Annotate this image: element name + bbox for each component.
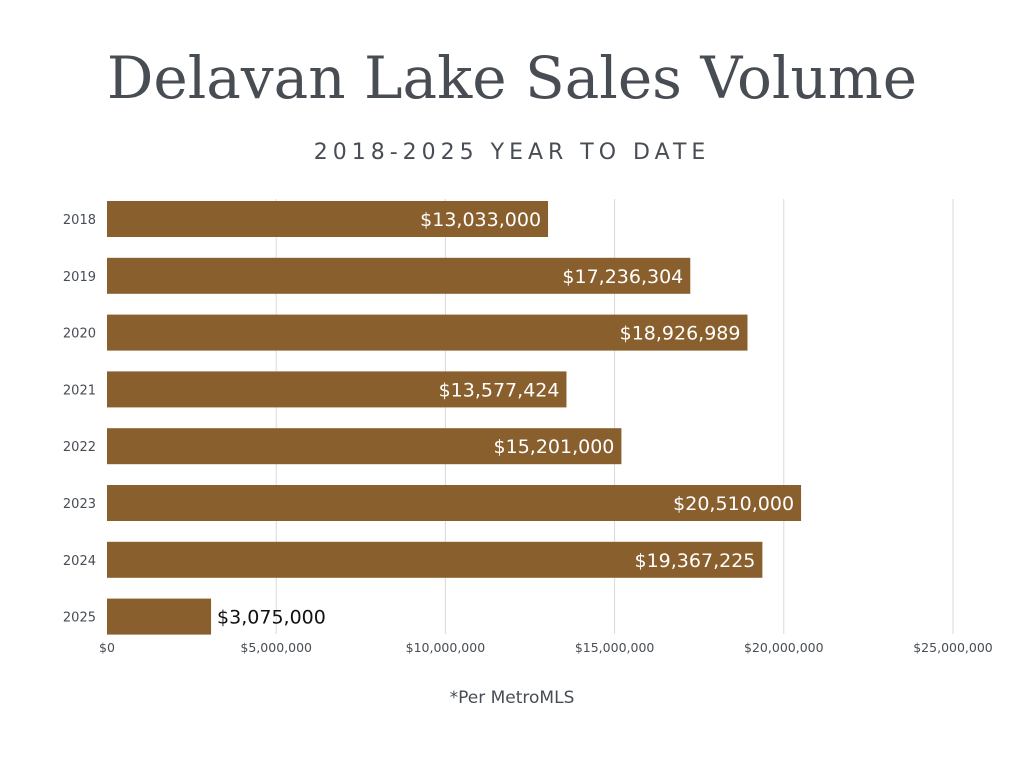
- y-category-label: 2018: [63, 213, 96, 228]
- bar-data-label: $18,926,989: [620, 323, 741, 345]
- bar-data-label: $20,510,000: [673, 493, 794, 515]
- bar: [107, 371, 567, 408]
- y-category-label: 2020: [63, 327, 96, 342]
- x-tick-label: $5,000,000: [240, 640, 312, 655]
- source-footnote: *Per MetroMLS: [449, 688, 575, 708]
- bar-data-label: $19,367,225: [635, 550, 756, 572]
- bar: [107, 257, 691, 294]
- y-category-label: 2023: [63, 497, 96, 512]
- x-tick-label: $25,000,000: [913, 640, 993, 655]
- bar: [107, 598, 212, 635]
- bar: [107, 485, 802, 521]
- x-tick-label: $20,000,000: [744, 640, 824, 655]
- bar-data-label: $3,075,000: [217, 607, 326, 629]
- bar: [107, 541, 763, 578]
- y-category-label: 2025: [63, 611, 96, 626]
- bar-data-label: $13,033,000: [420, 209, 541, 231]
- y-category-label: 2019: [63, 270, 96, 285]
- x-tick-label: $10,000,000: [406, 640, 486, 655]
- bar-data-label: $17,236,304: [562, 266, 683, 288]
- x-tick-label: $0: [99, 640, 115, 655]
- chart-title: Delavan Lake Sales Volume: [106, 44, 918, 112]
- bar: [107, 314, 748, 351]
- bar: [107, 201, 549, 237]
- bar-data-label: $13,577,424: [439, 379, 560, 401]
- bar: [107, 428, 622, 465]
- bar-data-label: $15,201,000: [494, 436, 615, 458]
- y-category-label: 2024: [63, 554, 96, 569]
- y-category-label: 2022: [63, 440, 96, 455]
- x-tick-label: $15,000,000: [575, 640, 655, 655]
- y-category-label: 2021: [63, 383, 96, 398]
- chart-subtitle: 2018-2025 YEAR TO DATE: [313, 140, 711, 165]
